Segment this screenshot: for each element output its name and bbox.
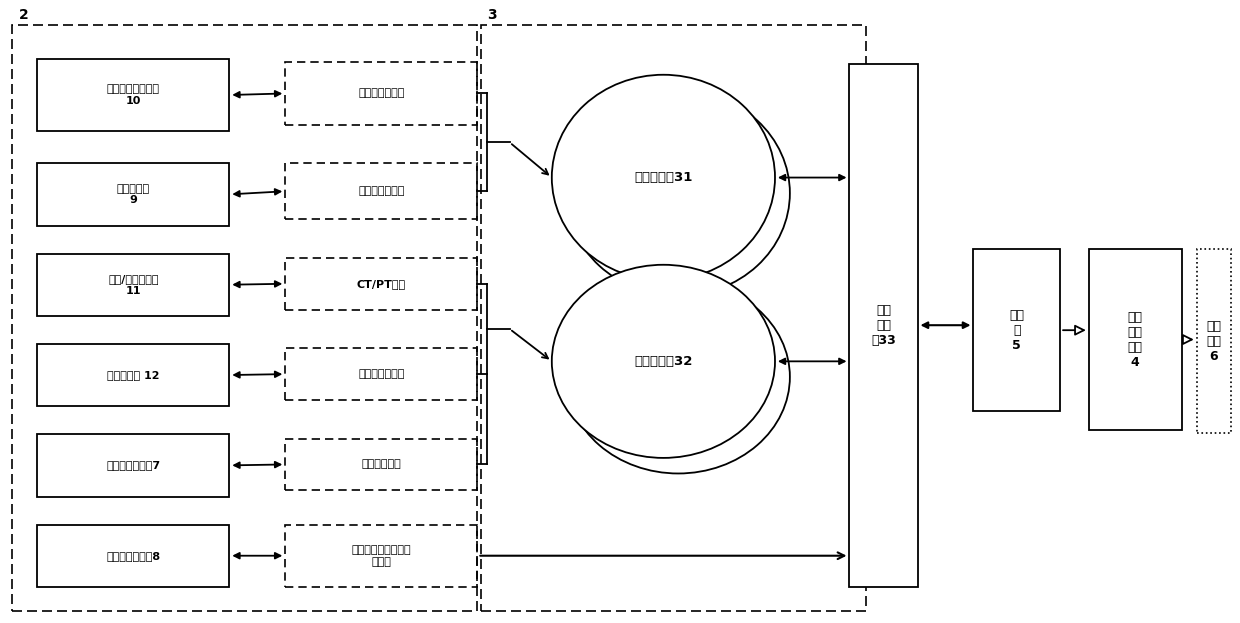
Text: CT/PT信号: CT/PT信号: [357, 278, 405, 289]
Bar: [481, 25, 866, 611]
Text: 油色谱监测装置8: 油色谱监测装置8: [107, 551, 160, 561]
Text: 变压器振动信号: 变压器振动信号: [358, 88, 404, 98]
Text: 噪声传感器
9: 噪声传感器 9: [117, 184, 150, 205]
Bar: [12, 25, 477, 611]
Text: 无线
通信
模块
4: 无线 通信 模块 4: [1127, 310, 1143, 369]
Text: 变压器噪声信号: 变压器噪声信号: [358, 186, 404, 196]
Text: 中性点电流信号: 中性点电流信号: [358, 369, 404, 379]
Bar: [37, 59, 229, 131]
Text: 3: 3: [487, 8, 497, 22]
Bar: [285, 62, 477, 125]
Bar: [973, 249, 1060, 411]
Bar: [37, 163, 229, 226]
Bar: [1197, 249, 1231, 433]
Bar: [37, 254, 229, 316]
Bar: [285, 348, 477, 400]
Bar: [285, 163, 477, 219]
Text: 电压/电流传感器
11: 电压/电流传感器 11: [108, 274, 159, 295]
Bar: [849, 64, 918, 587]
Text: 异常放电时间: 异常放电时间: [361, 459, 402, 470]
Ellipse shape: [552, 75, 775, 280]
Text: 数据
采集
器33: 数据 采集 器33: [872, 303, 895, 347]
Text: 信号放大器31: 信号放大器31: [634, 171, 693, 184]
Text: 工控
机
5: 工控 机 5: [1009, 308, 1024, 352]
Text: 超声波检测单元7: 超声波检测单元7: [107, 460, 160, 470]
Text: 变压器温度、压力、
油位值: 变压器温度、压力、 油位值: [351, 545, 412, 566]
Bar: [285, 439, 477, 490]
Text: 振动加速度传感器
10: 振动加速度传感器 10: [107, 84, 160, 106]
Bar: [37, 525, 229, 587]
Ellipse shape: [552, 265, 775, 458]
Text: 霍尔传感器 12: 霍尔传感器 12: [107, 370, 160, 380]
Text: 2: 2: [19, 8, 29, 22]
Bar: [37, 434, 229, 497]
Bar: [285, 525, 477, 587]
Bar: [37, 344, 229, 406]
Bar: [1089, 249, 1182, 430]
Bar: [285, 258, 477, 310]
Text: 远程
终端
6: 远程 终端 6: [1207, 320, 1221, 363]
Text: 信号处理器32: 信号处理器32: [634, 355, 693, 368]
